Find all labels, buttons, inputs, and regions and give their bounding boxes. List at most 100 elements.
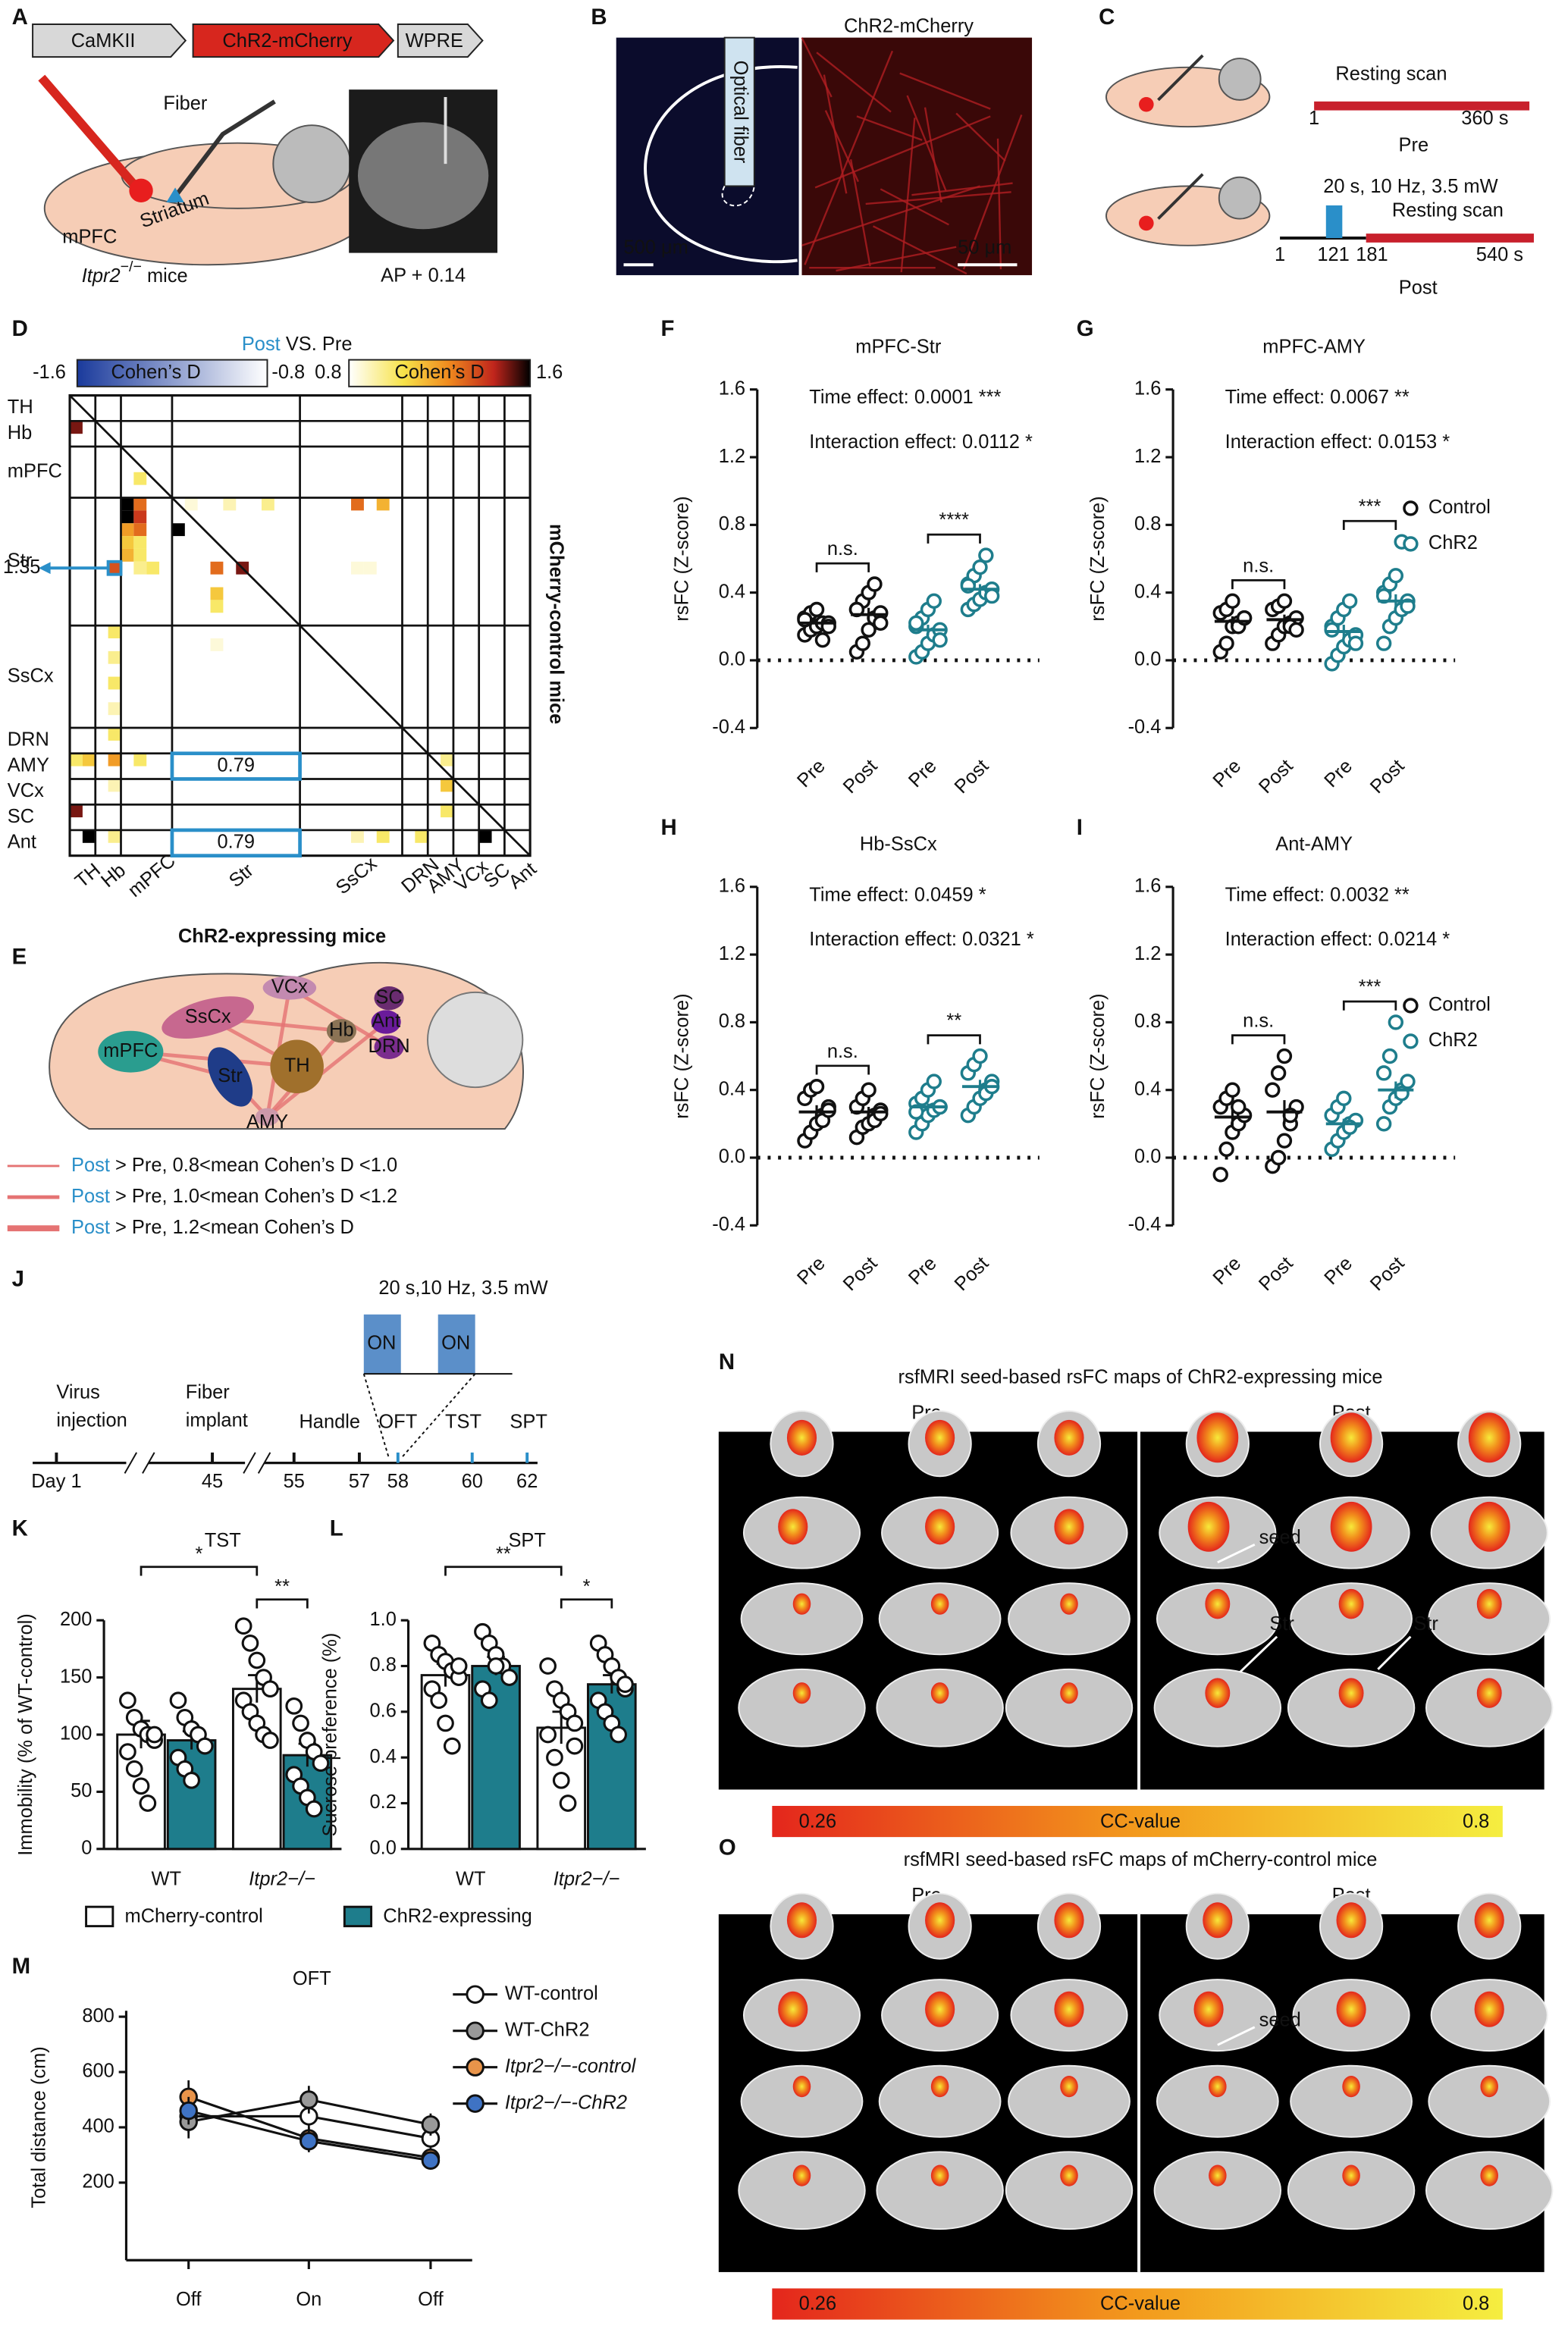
heatmap-cell	[441, 804, 453, 818]
mini-cerebellum	[1218, 58, 1262, 101]
coordinate: AP + 0.14	[381, 265, 466, 287]
sig-bracket	[560, 1598, 613, 1609]
map-annotation: Str	[1269, 1613, 1294, 1635]
scale-label: 50 μm	[958, 237, 1011, 258]
activation	[792, 2164, 811, 2186]
heatmap-cell	[363, 561, 377, 575]
data-point	[1276, 1048, 1293, 1064]
stim-label: 20 s,10 Hz, 3.5 mW	[378, 1277, 547, 1299]
scan-tick: 1	[1309, 108, 1319, 129]
col-label: Ant	[505, 858, 541, 893]
heatmap-cell	[210, 638, 224, 651]
scan-tick: 360 s	[1461, 108, 1508, 129]
data-point	[1225, 1082, 1240, 1098]
cc-tick: 0.8	[1463, 1810, 1489, 1832]
arrow-label: 1.35	[3, 556, 41, 578]
construct-label: CaMKII	[71, 30, 136, 52]
mri-brain	[357, 122, 489, 230]
activation	[1476, 1678, 1502, 1708]
sig-label: n.s.	[1243, 555, 1274, 576]
y-tick-label: 0.6	[370, 1701, 397, 1722]
colorbar-tick: -1.6	[33, 362, 66, 383]
row-label: Hb	[8, 422, 33, 444]
region-label: SsCx	[185, 1006, 231, 1027]
heatmap-cell	[133, 548, 147, 562]
x-tick-label: Post	[839, 755, 882, 798]
activation	[1060, 2164, 1078, 2186]
legend-label: Itpr2−/−-ChR2	[505, 2092, 627, 2113]
data-point	[421, 2115, 441, 2134]
heatmap-cell	[108, 779, 121, 792]
fiber-texture	[804, 50, 894, 265]
data-point	[196, 1737, 214, 1755]
activation	[792, 2076, 811, 2098]
brain-slice	[1005, 2151, 1134, 2230]
fiber-label: Fiber	[163, 92, 207, 114]
y-tick-label: 400	[82, 2116, 114, 2137]
data-point	[808, 601, 825, 618]
activation	[1468, 1501, 1510, 1552]
data-point	[1341, 593, 1358, 609]
activation	[778, 1991, 808, 2027]
chart-title: mPFC-Str	[855, 337, 942, 358]
y-tick-label: 1.6	[1134, 876, 1161, 897]
legend-swatch	[343, 1905, 373, 1928]
y-tick-label: 0.8	[719, 1011, 745, 1032]
brain-slice	[1425, 2151, 1554, 2230]
data-point	[1288, 622, 1304, 638]
y-tick-label: -0.4	[712, 1214, 745, 1235]
sig-label: *	[195, 1544, 202, 1565]
legend-marker	[466, 2094, 485, 2113]
y-tick-label: 50	[71, 1780, 92, 1801]
mini-cerebellum	[1218, 176, 1262, 220]
data-point	[908, 615, 924, 632]
y-tick-label: 0	[81, 1838, 92, 1859]
heatmap-cell	[441, 753, 453, 766]
event: Handle	[299, 1411, 360, 1432]
data-point	[1375, 635, 1392, 651]
data-point	[932, 632, 948, 648]
injection-site	[129, 178, 153, 202]
y-tick-label: 800	[82, 2005, 114, 2027]
y-tick-label: 0.0	[719, 1146, 745, 1168]
gene: Itpr2	[82, 265, 121, 287]
activation	[930, 1593, 949, 1615]
data-point	[132, 1777, 150, 1795]
activation	[1330, 1501, 1372, 1552]
construct-label: WPRE	[406, 30, 463, 52]
data-point	[566, 1737, 584, 1755]
y-tick-label: 200	[60, 1609, 92, 1630]
x-tick-label: Itpr2−/−	[249, 1869, 315, 1890]
activation	[1338, 1678, 1364, 1708]
region-label: Str	[218, 1065, 243, 1086]
fiber-texture	[900, 118, 916, 273]
legend-swatch	[85, 1905, 114, 1928]
cc-colorbar	[772, 2288, 1503, 2320]
stim-block	[1325, 205, 1343, 238]
annotation: Time effect: 0.0459 *	[809, 884, 986, 905]
scan-tick: 181	[1356, 244, 1388, 265]
data-point	[262, 1732, 279, 1749]
data-point	[437, 1714, 454, 1732]
data-point	[873, 1105, 889, 1122]
colorbar-label: Cohen’s D	[395, 362, 485, 383]
brain-slice	[738, 2151, 866, 2230]
data-point	[539, 1657, 557, 1675]
scan-tick: 540 s	[1476, 244, 1523, 265]
sig-bracket	[1342, 519, 1397, 531]
chart-title: OFT	[293, 1968, 331, 1989]
map-title: rsfMRI seed-based rsFC maps of ChR2-expr…	[898, 1367, 1383, 1388]
row-label: Str	[8, 550, 33, 572]
map-annotation: seed	[1259, 2010, 1301, 2031]
heatmap-cell	[108, 650, 121, 664]
x-tick-label: On	[296, 2289, 321, 2310]
data-point	[248, 1651, 266, 1669]
annotation: Interaction effect: 0.0153 *	[1225, 431, 1450, 453]
data-point	[972, 1048, 988, 1064]
fiber-texture	[899, 72, 991, 110]
map-arrow	[1239, 1635, 1278, 1673]
activation	[792, 1593, 811, 1615]
region	[98, 1030, 164, 1073]
map-arrow	[1217, 2026, 1256, 2046]
